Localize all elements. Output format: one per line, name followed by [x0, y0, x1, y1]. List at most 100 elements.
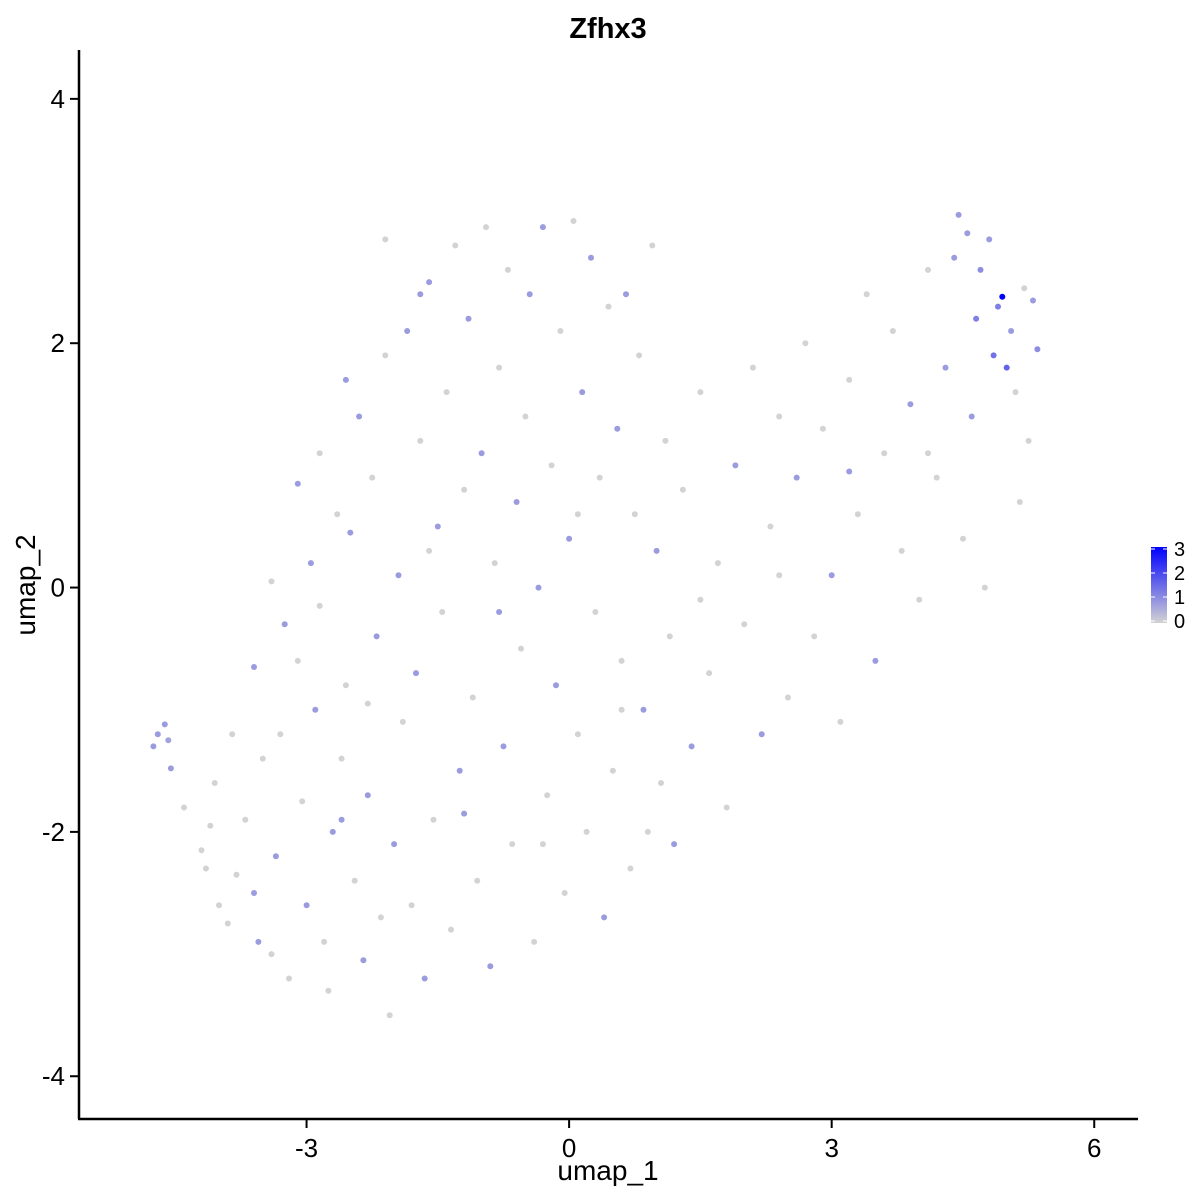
- data-point: [321, 938, 328, 945]
- x-axis-ticks: -3 0 3 6: [295, 1119, 1101, 1163]
- data-point: [636, 352, 643, 359]
- data-point: [697, 596, 704, 603]
- data-point: [181, 804, 187, 811]
- data-point: [364, 792, 371, 799]
- data-point: [601, 914, 608, 921]
- data-point: [434, 523, 441, 530]
- data-point: [426, 279, 433, 286]
- data-point: [990, 352, 997, 359]
- x-tick-label: 0: [562, 1133, 576, 1163]
- data-point: [1008, 328, 1015, 334]
- data-point: [679, 486, 686, 493]
- data-point: [474, 877, 481, 884]
- data-point: [596, 474, 603, 481]
- data-point: [404, 328, 411, 334]
- data-point: [544, 792, 551, 799]
- x-tick-label: 6: [1087, 1133, 1101, 1163]
- data-point: [916, 596, 923, 603]
- data-point: [408, 902, 415, 909]
- data-point: [837, 718, 844, 725]
- data-point: [1012, 389, 1019, 396]
- data-point: [286, 975, 292, 982]
- data-point: [496, 364, 503, 371]
- colorbar: [1151, 547, 1167, 623]
- data-point: [251, 890, 257, 896]
- data-point: [623, 291, 629, 298]
- data-point: [242, 816, 249, 823]
- data-point: [592, 609, 599, 615]
- points-layer: [150, 211, 1041, 1019]
- data-point: [951, 254, 958, 261]
- data-point: [960, 535, 966, 542]
- data-point: [461, 810, 468, 817]
- data-point: [999, 293, 1006, 300]
- data-point: [281, 621, 288, 628]
- data-point: [373, 633, 380, 640]
- colorbar-tick-label: 3: [1174, 539, 1185, 561]
- data-point: [723, 804, 730, 811]
- data-point: [294, 480, 301, 487]
- data-point: [487, 963, 494, 970]
- data-point: [491, 560, 498, 567]
- data-point: [614, 425, 621, 432]
- data-point: [347, 529, 354, 536]
- data-point: [666, 633, 673, 640]
- data-point: [846, 468, 853, 475]
- data-point: [316, 450, 323, 457]
- x-tick-label: 3: [824, 1133, 838, 1163]
- data-point: [255, 938, 262, 945]
- data-point: [391, 841, 398, 848]
- data-point: [649, 242, 656, 249]
- data-point: [483, 224, 489, 231]
- data-point: [570, 218, 577, 224]
- data-point: [465, 315, 472, 322]
- data-point: [478, 450, 485, 457]
- data-point: [605, 303, 612, 310]
- data-point: [889, 328, 896, 334]
- data-point: [968, 413, 975, 420]
- data-point: [417, 291, 424, 298]
- data-point: [413, 670, 419, 677]
- data-point: [618, 657, 625, 664]
- data-point: [430, 816, 437, 823]
- data-point: [443, 389, 450, 396]
- data-point: [338, 755, 345, 762]
- x-tick-label: -3: [295, 1133, 318, 1163]
- data-point: [382, 236, 389, 243]
- data-point: [233, 871, 240, 878]
- data-point: [986, 236, 993, 243]
- data-point: [583, 828, 590, 835]
- data-point: [456, 767, 463, 774]
- x-axis-title: umap_1: [557, 1155, 658, 1186]
- data-point: [307, 560, 314, 567]
- data-point: [631, 511, 638, 518]
- data-point: [749, 364, 756, 371]
- data-point: [741, 621, 748, 628]
- colorbar-tick-label: 1: [1174, 587, 1185, 609]
- data-point: [627, 865, 634, 872]
- data-point: [925, 266, 931, 273]
- data-point: [561, 890, 568, 896]
- y-axis-title: umap_2: [10, 534, 41, 635]
- data-point: [776, 413, 783, 420]
- data-point: [316, 602, 323, 609]
- data-point: [828, 572, 835, 579]
- data-point: [386, 1012, 393, 1019]
- data-point: [522, 413, 529, 420]
- data-point: [588, 254, 594, 261]
- data-point: [360, 957, 367, 964]
- data-point: [784, 694, 791, 701]
- data-point: [981, 584, 988, 591]
- data-point: [553, 682, 559, 689]
- data-point: [977, 266, 984, 273]
- data-point: [955, 211, 962, 218]
- data-point: [907, 401, 914, 408]
- data-point: [579, 389, 586, 396]
- data-point: [776, 572, 783, 579]
- data-point: [509, 841, 516, 848]
- y-tick-label: 0: [51, 573, 65, 603]
- data-point: [439, 609, 446, 615]
- data-point: [609, 767, 616, 774]
- chart-title: Zfhx3: [569, 13, 646, 45]
- data-point: [299, 798, 306, 805]
